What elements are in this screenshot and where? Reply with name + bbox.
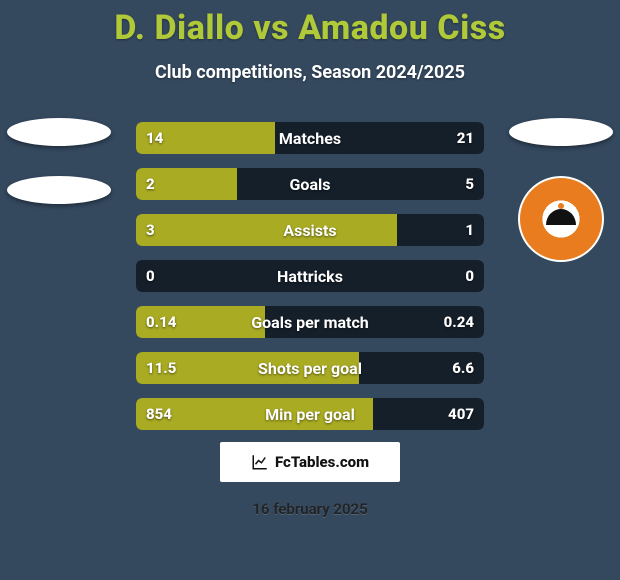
bar-track <box>136 260 484 292</box>
stat-row: 25Goals <box>136 168 484 200</box>
left-player-avatar-1 <box>7 118 111 146</box>
footer-date: 16 february 2025 <box>252 500 367 518</box>
site-logo-text: FcTables.com <box>275 453 369 471</box>
right-club-badge <box>518 176 604 262</box>
subtitle: Club competitions, Season 2024/2025 <box>155 62 465 83</box>
stat-row: 0.140.24Goals per match <box>136 306 484 338</box>
stat-bars: 1421Matches 25Goals 31Assists 00Hattricks 0.… <box>136 122 484 430</box>
stat-row: 1421Matches <box>136 122 484 154</box>
left-player-avatar-2 <box>7 176 111 204</box>
stat-row: 31Assists <box>136 214 484 246</box>
bar-fill <box>136 398 373 430</box>
site-logo: FcTables.com <box>220 442 400 482</box>
right-player-avatar-1 <box>509 118 613 146</box>
club-badge-icon <box>546 209 576 225</box>
bar-fill <box>136 214 397 246</box>
page-title: D. Diallo vs Amadou Ciss <box>114 8 505 48</box>
bar-fill <box>136 306 265 338</box>
bar-fill <box>136 122 275 154</box>
chart-icon <box>251 453 269 471</box>
comparison-card: D. Diallo vs Amadou Ciss Club competitio… <box>0 0 620 580</box>
stat-row: 11.56.6Shots per goal <box>136 352 484 384</box>
stat-row: 00Hattricks <box>136 260 484 292</box>
bar-fill <box>136 352 359 384</box>
right-player-badges <box>506 118 616 262</box>
stat-row: 854407Min per goal <box>136 398 484 430</box>
bar-fill <box>136 168 237 200</box>
left-player-badges <box>4 118 114 204</box>
